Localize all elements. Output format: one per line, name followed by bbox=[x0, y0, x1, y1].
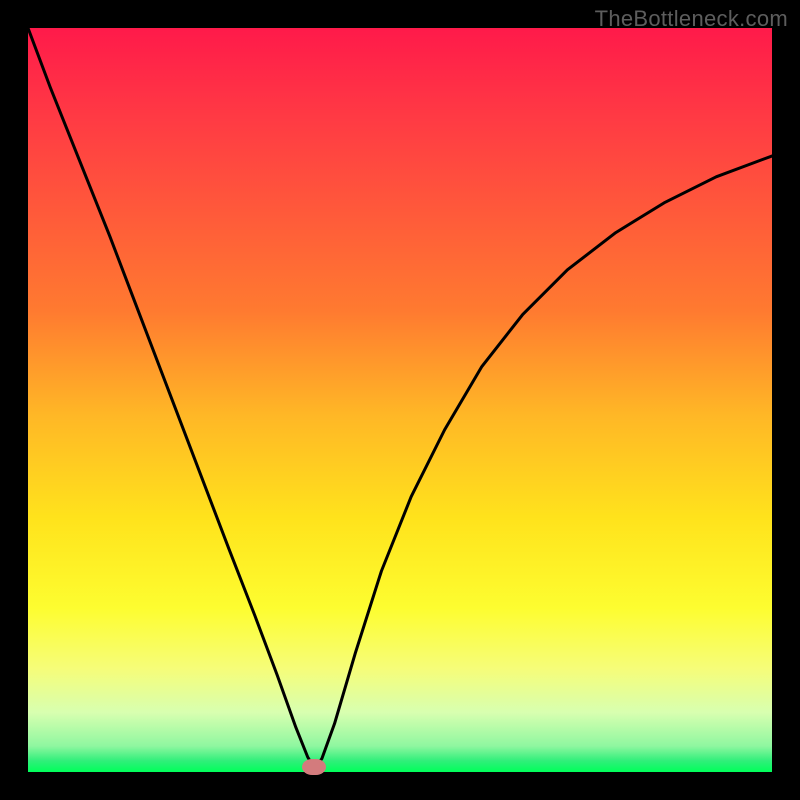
chart-plot-area bbox=[28, 28, 772, 772]
chart-background-gradient bbox=[28, 28, 772, 772]
minimum-marker bbox=[302, 759, 326, 775]
watermark-text: TheBottleneck.com bbox=[595, 6, 788, 32]
